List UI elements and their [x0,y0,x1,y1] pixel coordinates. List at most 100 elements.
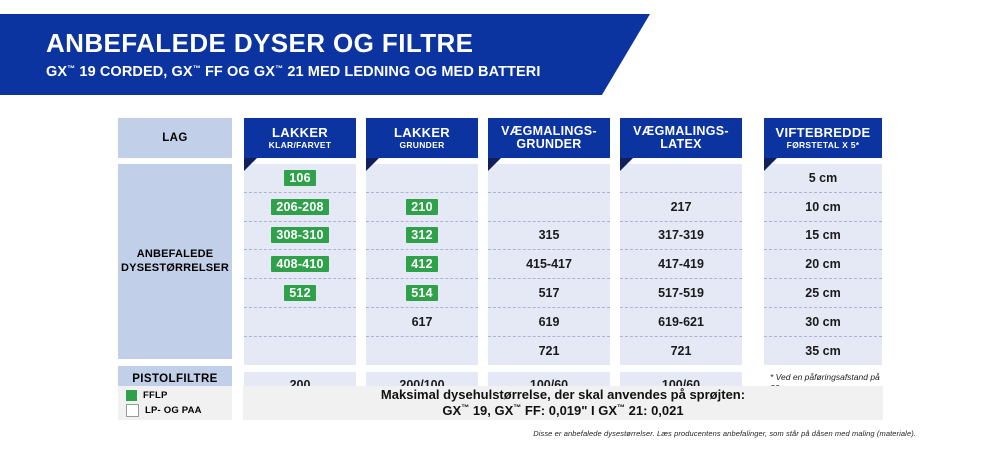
table-cell: 35 cm [764,337,882,365]
trademark-icon: ™ [67,64,76,73]
cell-value: 217 [670,199,692,214]
column-header-title: LAKKER [272,124,328,140]
table-cell: 312 [366,222,478,251]
table-column-lakker-klar-farvet: LAKKER KLAR/FARVET 106 206-208 308-310 4… [244,118,356,398]
trademark-icon: ™ [513,403,522,412]
trademark-icon: ™ [192,64,201,73]
fine-print-disclaimer: Disse er anbefalede dysestørrelser. Læs … [533,429,916,438]
table-column-vaegmalings-latex: VÆGMALINGS-LATEX 217 317-319 417-419 517… [620,118,742,398]
table-column-lakker-grunder: LAKKER GRUNDER 210 312 412 514 617 200/1… [366,118,478,398]
cell-value-badge: 308-310 [271,227,329,244]
legend-item-lp-og-paa: LP- OG PAA [126,404,232,417]
column-body: 210 312 412 514 617 [366,164,478,365]
trademark-icon: ™ [275,64,284,73]
table-cell [620,164,742,193]
column-header-vaegmalings-latex: VÆGMALINGS-LATEX [620,118,742,158]
table-cell: 417-419 [620,250,742,280]
subtitle-part-1: GX [46,64,68,80]
table-row-label-column: LAG ANBEFALEDE DYSESTØRRELSER PISTOLFILT… [118,118,232,392]
row-group-label-nozzle-sizes: ANBEFALEDE DYSESTØRRELSER [118,164,232,359]
table-cell: 721 [488,337,610,365]
cell-value: 317-319 [658,228,704,243]
banner-background-shape [0,14,650,95]
table-cell [366,337,478,365]
cell-value-badge: 512 [284,285,316,302]
table-cell: 210 [366,193,478,222]
table-cell [366,164,478,193]
page-title: ANBEFALEDE DYSER OG FILTRE [46,28,474,58]
table-cell: 514 [366,279,478,308]
column-header-subtitle: KLAR/FARVET [268,140,332,151]
column-header-title: VÆGMALINGS-GRUNDER [501,123,597,151]
max-note-part-d: 21: 0,021 [628,403,684,418]
cell-value-badge: 514 [406,285,438,302]
green-swatch-icon [126,390,137,401]
table-cell: 517-519 [620,279,742,308]
column-header-lakker-klar-farvet: LAKKER KLAR/FARVET [244,118,356,158]
table-cell: 619-621 [620,308,742,337]
column-header-subtitle: FØRSTETAL X 5* [786,140,860,151]
legend-item-fflp: FFLP [126,390,232,401]
table-cell: 15 cm [764,222,882,251]
cell-value: 417-419 [658,257,704,272]
table-column-vaegmalings-grunder: VÆGMALINGS-GRUNDER 315 415-417 517 619 7… [488,118,610,398]
table-cell: 308-310 [244,222,356,251]
legend-item-label: FFLP [143,390,168,401]
cell-value-badge: 312 [406,227,438,244]
cell-value: 20 cm [805,257,841,272]
cell-value: 30 cm [805,314,841,329]
cell-value: 35 cm [805,343,841,358]
cell-value: 15 cm [805,228,841,243]
column-body: 5 cm 10 cm 15 cm 20 cm 25 cm 30 cm 35 cm [764,164,882,365]
max-note-part-c: FF: 0,019" I GX [524,403,618,418]
white-swatch-icon [126,404,139,417]
cell-value: 415-417 [526,257,572,272]
page-subtitle: GX™ 19 CORDED, GX™ FF OG GX™ 21 MED LEDN… [46,64,541,80]
table-cell: 25 cm [764,279,882,308]
column-body: 315 415-417 517 619 721 [488,164,610,365]
table-cell: 217 [620,193,742,222]
cell-value-badge: 412 [406,256,438,273]
table-cell [488,164,610,193]
table-cell: 20 cm [764,250,882,280]
table-cell: 5 cm [764,164,882,193]
trademark-icon: ™ [617,403,626,412]
cell-value: 619 [538,314,560,329]
max-note-line-2: GX™ 19, GX™ FF: 0,019" I GX™ 21: 0,021 [442,403,683,419]
cell-value: 25 cm [805,286,841,301]
cell-value: 721 [538,343,560,358]
table-cell: 617 [366,308,478,337]
column-body: 106 206-208 308-310 408-410 512 [244,164,356,365]
nozzle-recommendation-table: LAG ANBEFALEDE DYSESTØRRELSER PISTOLFILT… [118,118,883,398]
cell-value: 5 cm [808,170,838,185]
cell-value: 315 [538,228,560,243]
header-banner: ANBEFALEDE DYSER OG FILTRE GX™ 19 CORDED… [0,14,650,95]
legend-item-label: LP- OG PAA [145,405,202,416]
table-cell [488,193,610,222]
column-body: 217 317-319 417-419 517-519 619-621 721 [620,164,742,365]
table-cell: 317-319 [620,222,742,251]
max-note-line-1: Maksimal dysehulstørrelse, der skal anve… [380,386,746,402]
table-cell: 619 [488,308,610,337]
table-cell: 412 [366,250,478,280]
table-cell: 315 [488,222,610,251]
table-cell: 512 [244,279,356,308]
cell-value: 721 [670,343,692,358]
column-header-vaegmalings-grunder: VÆGMALINGS-GRUNDER [488,118,610,158]
cell-value-badge: 210 [406,198,438,215]
cell-value: 619-621 [658,314,704,329]
subtitle-part-3: FF OG GX [204,64,276,80]
table-cell: 408-410 [244,250,356,280]
table-cell: 206-208 [244,193,356,222]
max-nozzle-hole-note: Maksimal dysehulstørrelse, der skal anve… [243,386,883,420]
subtitle-part-2: 19 CORDED, GX [79,64,193,80]
cell-value-badge: 106 [284,169,316,186]
banner-text-block: ANBEFALEDE DYSER OG FILTRE GX™ 19 CORDED… [46,30,541,80]
column-header-viftebredde: VIFTEBREDDE FØRSTETAL X 5* [764,118,882,158]
subtitle-part-4: 21 MED LEDNING OG MED BATTERI [287,64,541,80]
column-header-subtitle: GRUNDER [399,140,445,151]
cell-value-badge: 206-208 [271,198,329,215]
column-header-title: VIFTEBREDDE [775,124,871,140]
max-note-part-a: GX [442,403,462,418]
legend: FFLP LP- OG PAA [118,386,232,420]
